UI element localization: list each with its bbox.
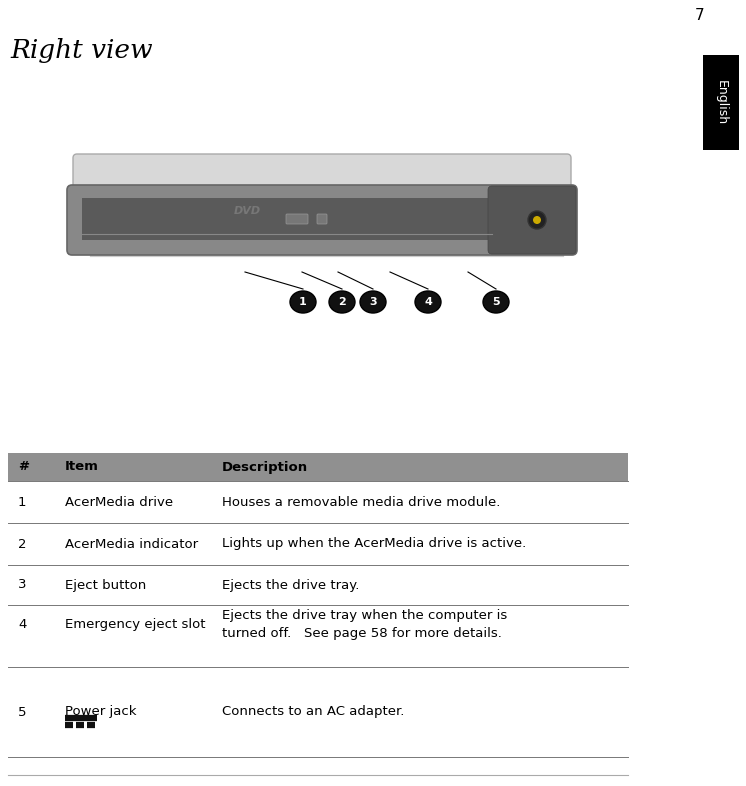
Text: 2: 2 [18, 538, 27, 550]
Text: Power jack: Power jack [65, 706, 137, 718]
FancyBboxPatch shape [488, 186, 576, 254]
FancyBboxPatch shape [8, 453, 628, 481]
Text: 1: 1 [18, 495, 27, 509]
FancyBboxPatch shape [703, 55, 739, 150]
Text: 4: 4 [18, 619, 26, 631]
Text: Eject button: Eject button [65, 578, 146, 592]
Text: 3: 3 [18, 578, 27, 592]
Text: AcerMedia indicator: AcerMedia indicator [65, 538, 198, 550]
Circle shape [528, 211, 546, 229]
Text: Item: Item [65, 461, 99, 473]
Ellipse shape [329, 291, 355, 313]
Text: Lights up when the AcerMedia drive is active.: Lights up when the AcerMedia drive is ac… [222, 538, 526, 550]
Text: #: # [18, 461, 29, 473]
Text: 2: 2 [338, 297, 346, 307]
Text: Ejects the drive tray.: Ejects the drive tray. [222, 578, 360, 592]
FancyBboxPatch shape [73, 154, 571, 192]
Text: 3: 3 [369, 297, 377, 307]
Text: Ejects the drive tray when the computer is
turned off.   See page 58 for more de: Ejects the drive tray when the computer … [222, 609, 507, 641]
FancyBboxPatch shape [317, 214, 327, 224]
Ellipse shape [415, 291, 441, 313]
Ellipse shape [360, 291, 386, 313]
Text: 4: 4 [424, 297, 432, 307]
FancyBboxPatch shape [67, 185, 577, 255]
Text: Connects to an AC adapter.: Connects to an AC adapter. [222, 706, 404, 718]
Text: Emergency eject slot: Emergency eject slot [65, 619, 205, 631]
FancyBboxPatch shape [286, 214, 308, 224]
Text: English: English [715, 80, 727, 125]
FancyBboxPatch shape [82, 198, 492, 240]
Text: Description: Description [222, 461, 308, 473]
Text: 5: 5 [18, 706, 27, 718]
Text: AcerMedia drive: AcerMedia drive [65, 495, 173, 509]
Ellipse shape [483, 291, 509, 313]
Ellipse shape [290, 291, 316, 313]
Text: 7: 7 [695, 8, 705, 23]
Text: 5: 5 [492, 297, 500, 307]
Text: 1: 1 [299, 297, 307, 307]
Text: Right view: Right view [10, 38, 153, 63]
Circle shape [533, 216, 541, 224]
Text: Houses a removable media drive module.: Houses a removable media drive module. [222, 495, 501, 509]
Text: DVD: DVD [233, 206, 260, 216]
